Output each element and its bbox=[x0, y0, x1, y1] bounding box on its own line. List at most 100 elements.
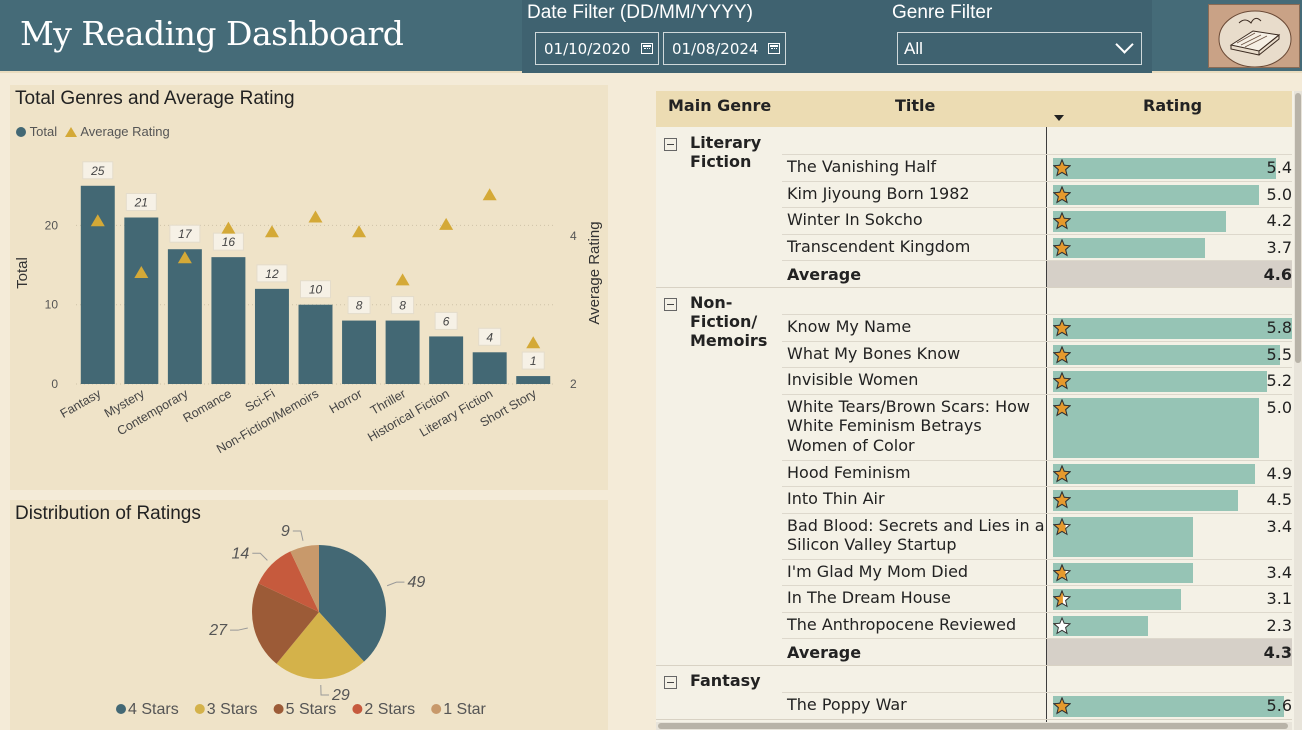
data-label: 6 bbox=[443, 314, 450, 328]
rating-bar bbox=[1053, 211, 1227, 232]
avg-rating-marker bbox=[177, 251, 192, 264]
bar-7 bbox=[385, 320, 420, 384]
table-row[interactable]: Into Thin Air 4.5 bbox=[782, 486, 1292, 513]
avg-rating-marker bbox=[439, 217, 454, 230]
horizontal-scrollbar-thumb[interactable] bbox=[658, 723, 1288, 729]
rating-value: 5.8 bbox=[1266, 318, 1292, 337]
book-title: Transcendent Kingdom bbox=[787, 236, 971, 256]
book-title: Know My Name bbox=[787, 317, 912, 336]
star-icon bbox=[1052, 563, 1072, 582]
sort-descending-icon[interactable] bbox=[1054, 115, 1064, 121]
rating-bar bbox=[1053, 516, 1194, 557]
table-row[interactable]: Bad Blood: Secrets and Lies in a Silicon… bbox=[782, 512, 1292, 559]
bar-8 bbox=[429, 336, 464, 384]
collapse-group-icon[interactable] bbox=[664, 676, 677, 689]
book-title: Bad Blood: Secrets and Lies in a Silicon… bbox=[787, 515, 1045, 555]
data-label: 8 bbox=[399, 299, 406, 313]
table-row[interactable]: In The Dream House 3.1 bbox=[782, 585, 1292, 612]
rating-value: 4.9 bbox=[1266, 463, 1292, 483]
rating-value: 5.5 bbox=[1266, 344, 1292, 364]
column-divider bbox=[1046, 127, 1047, 727]
genre-group-label: Non- Fiction/Memoirs bbox=[690, 293, 767, 350]
data-label-box bbox=[434, 311, 458, 330]
bar-6 bbox=[342, 320, 377, 384]
data-label-box bbox=[169, 224, 201, 243]
pie-leader-line bbox=[386, 581, 405, 587]
legend-total-label: Total bbox=[29, 124, 58, 140]
genre-label-line: Fantasy bbox=[690, 671, 761, 690]
table-row[interactable]: The Anthropocene Reviewed 2.3 bbox=[782, 611, 1292, 639]
y2-tick-label: 4 bbox=[570, 229, 577, 243]
table-row[interactable]: The Vanishing Half 5.4 bbox=[782, 154, 1292, 181]
rating-bar bbox=[1053, 490, 1239, 511]
header-title[interactable]: Title bbox=[895, 96, 936, 115]
end-date-input[interactable]: 01/08/2024 bbox=[663, 32, 786, 65]
chevron-down-icon[interactable] bbox=[1115, 35, 1134, 54]
table-row[interactable]: Hood Feminism 4.9 bbox=[782, 459, 1292, 487]
legend-dot-icon bbox=[116, 704, 126, 714]
header-rating[interactable]: Rating bbox=[1143, 96, 1203, 115]
start-date-input[interactable]: 01/10/2020 bbox=[535, 32, 659, 65]
avg-rating-marker bbox=[308, 210, 323, 223]
calendar-icon[interactable] bbox=[641, 43, 653, 54]
table-row[interactable]: Transcendent Kingdom 3.7 bbox=[782, 233, 1292, 261]
vertical-scrollbar-thumb[interactable] bbox=[1295, 93, 1301, 363]
data-label: 12 bbox=[265, 267, 279, 281]
calendar-icon[interactable] bbox=[768, 43, 780, 54]
rating-bar bbox=[1053, 589, 1181, 610]
pie-leader-line bbox=[252, 552, 268, 561]
x-tick-label: Literary Fiction bbox=[417, 386, 495, 439]
collapse-group-icon[interactable] bbox=[664, 298, 677, 311]
end-date-value: 01/08/2024 bbox=[672, 40, 759, 58]
average-label: Average bbox=[787, 643, 862, 662]
vertical-scrollbar[interactable] bbox=[1294, 91, 1302, 730]
star-icon bbox=[1052, 211, 1072, 230]
pie-legend-label: 4 Stars bbox=[128, 701, 179, 718]
rating-value: 5.6 bbox=[1266, 696, 1292, 715]
genres-chart-legend: Total Average Rating bbox=[16, 123, 170, 139]
genre-group-label: Literary Fiction bbox=[690, 133, 761, 171]
table-row[interactable]: Know My Name 5.8 bbox=[782, 314, 1292, 341]
data-label-box bbox=[300, 280, 331, 299]
genre-label-line: Literary bbox=[690, 133, 762, 152]
rating-value: 3.4 bbox=[1266, 562, 1292, 582]
data-label-box bbox=[521, 351, 545, 370]
ratings-chart-title: Distribution of Ratings bbox=[15, 503, 201, 524]
ratings-chart-panel: Distribution of Ratings 49 29 27 14 9 4 Stars… bbox=[10, 500, 608, 730]
avg-rating-marker bbox=[221, 221, 236, 234]
rating-bar bbox=[1053, 397, 1260, 458]
star-icon bbox=[1052, 318, 1072, 337]
table-row[interactable]: Kim Jiyoung Born 1982 5.0 bbox=[782, 180, 1292, 208]
star-icon bbox=[1052, 490, 1072, 509]
books-table: Main Genre Title Rating Literary Fiction T… bbox=[656, 91, 1302, 730]
table-row[interactable]: I'm Glad My Mom Died 3.4 bbox=[782, 558, 1292, 586]
book-title: The Vanishing Half bbox=[787, 157, 937, 176]
y-axis-title: Total bbox=[14, 257, 31, 289]
group-divider bbox=[656, 718, 1292, 720]
book-title: Kim Jiyoung Born 1982 bbox=[787, 183, 970, 203]
star-icon bbox=[1052, 616, 1072, 635]
table-row[interactable]: What My Bones Know 5.5 bbox=[782, 340, 1292, 368]
horizontal-scrollbar[interactable] bbox=[656, 722, 1292, 730]
table-row[interactable]: White Tears/Brown Scars: How White Femin… bbox=[782, 393, 1292, 460]
table-row[interactable]: Winter In Sokcho 4.2 bbox=[782, 207, 1292, 234]
pie-leader-line bbox=[230, 627, 248, 631]
header-main-genre[interactable]: Main Genre bbox=[668, 96, 772, 115]
genre-label-line: Fiction/ bbox=[690, 312, 758, 331]
rating-bar bbox=[1053, 184, 1260, 205]
table-row[interactable]: The Poppy War 5.6 bbox=[782, 692, 1292, 719]
genre-filter-dropdown[interactable]: All bbox=[897, 32, 1142, 65]
bar-4 bbox=[254, 288, 289, 384]
avg-rating-marker bbox=[482, 188, 497, 201]
pie-value-label: 27 bbox=[208, 622, 228, 639]
pie-slice-1 bbox=[276, 612, 364, 679]
data-label: 17 bbox=[178, 227, 193, 241]
book-title: What My Bones Know bbox=[787, 343, 961, 363]
table-row[interactable]: Invisible Women 5.2 bbox=[782, 367, 1292, 394]
data-label-box bbox=[82, 161, 114, 180]
genres-chart-title: Total Genres and Average Rating bbox=[15, 88, 295, 109]
collapse-group-icon[interactable] bbox=[664, 138, 677, 151]
data-label-box bbox=[391, 296, 415, 315]
legend-dot-icon bbox=[431, 704, 442, 714]
